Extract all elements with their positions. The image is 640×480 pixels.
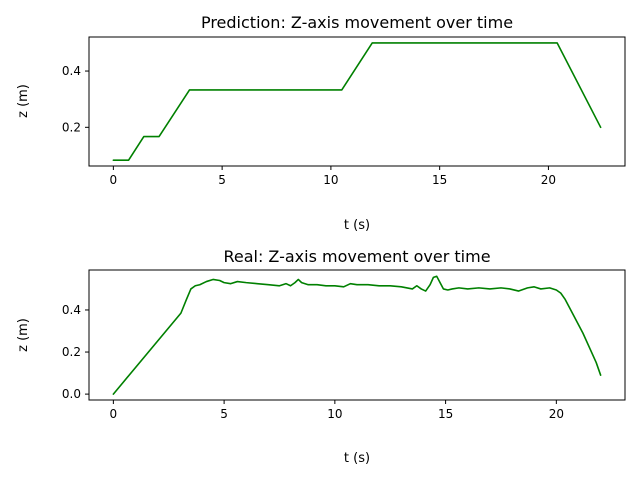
real-x-axis-label: t (s) bbox=[344, 451, 370, 466]
real-y-tick-label: 0.2 bbox=[62, 345, 81, 359]
real-x-tick-label: 0 bbox=[110, 407, 118, 421]
prediction-x-tick-label: 15 bbox=[432, 173, 447, 187]
prediction-title: Prediction: Z-axis movement over time bbox=[201, 13, 513, 32]
prediction-x-tick-label: 20 bbox=[541, 173, 556, 187]
prediction-series-line bbox=[112, 42, 602, 162]
real-y-tick-label: 0.4 bbox=[62, 303, 81, 317]
real-y-tick-label: 0.0 bbox=[62, 387, 81, 401]
prediction-x-tick-label: 0 bbox=[110, 173, 118, 187]
real-series-line bbox=[112, 275, 602, 395]
real-axes-frame bbox=[88, 269, 626, 401]
real-y-axis-label: z (m) bbox=[16, 318, 31, 352]
real-subplot: Real: Z-axis movement over time z (m) t … bbox=[16, 247, 626, 466]
prediction-y-axis-label: z (m) bbox=[16, 84, 31, 118]
prediction-x-tick-label: 5 bbox=[218, 173, 226, 187]
prediction-y-tick-label: 0.2 bbox=[62, 120, 81, 134]
prediction-axes-frame bbox=[88, 36, 626, 167]
real-x-tick-label: 20 bbox=[549, 407, 564, 421]
real-x-tick-label: 10 bbox=[327, 407, 342, 421]
real-x-tick-label: 5 bbox=[220, 407, 228, 421]
prediction-x-axis-label: t (s) bbox=[344, 218, 370, 233]
prediction-subplot: Prediction: Z-axis movement over time z … bbox=[16, 13, 626, 233]
prediction-y-tick-label: 0.4 bbox=[62, 64, 81, 78]
real-x-tick-label: 15 bbox=[438, 407, 453, 421]
real-title: Real: Z-axis movement over time bbox=[223, 247, 490, 266]
prediction-x-tick-label: 10 bbox=[323, 173, 338, 187]
